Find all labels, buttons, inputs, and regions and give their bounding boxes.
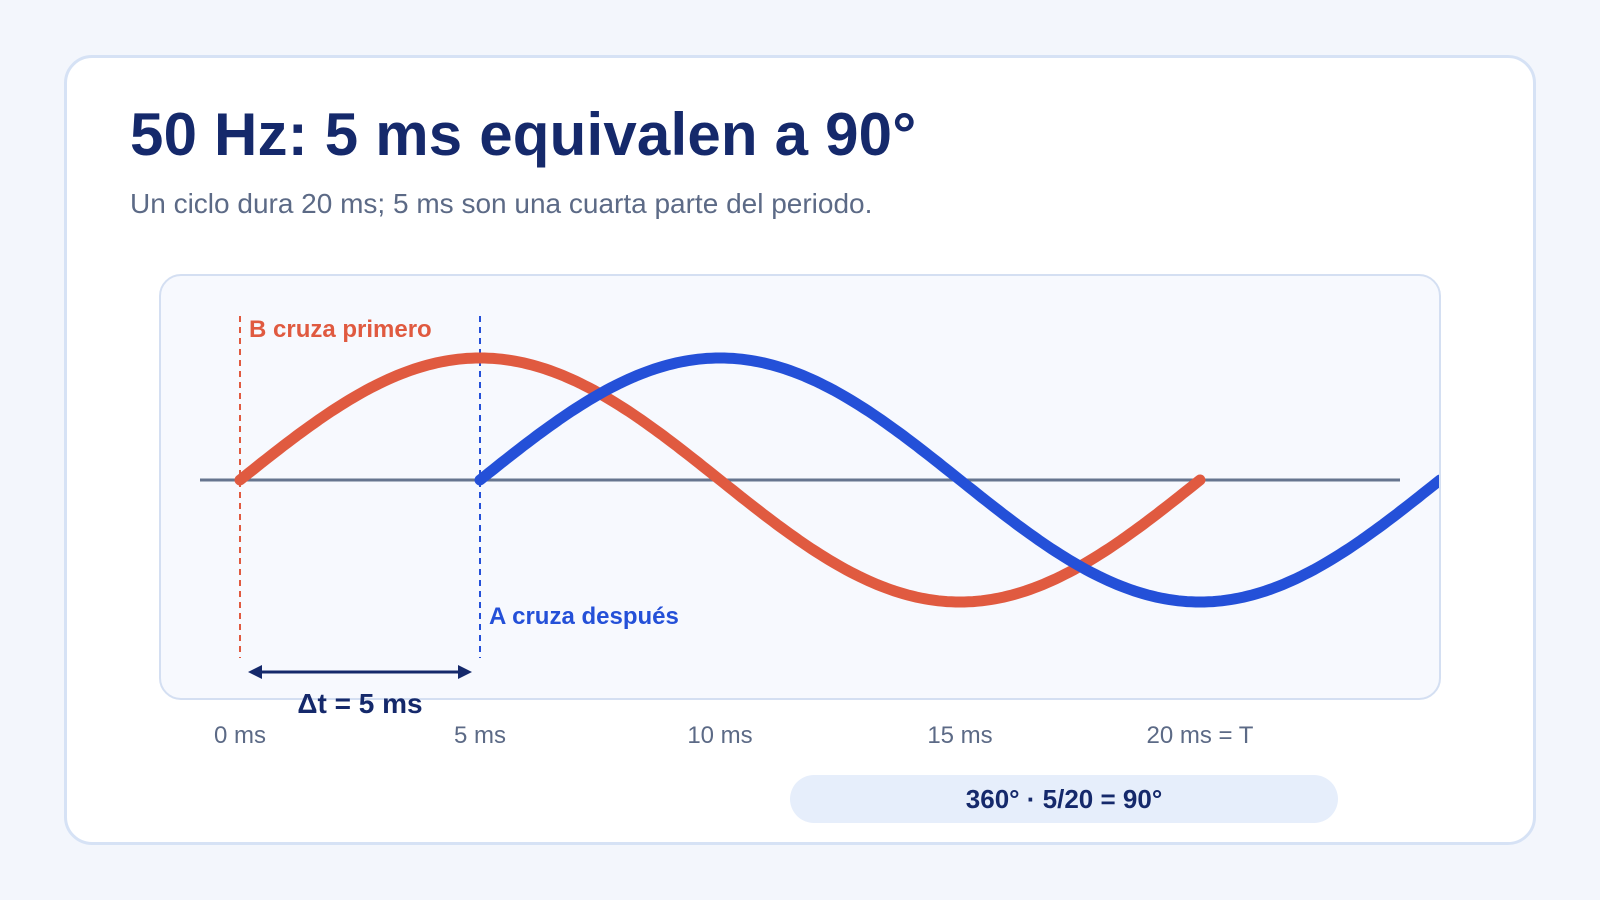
- delta-arrow-left-head: [248, 665, 262, 679]
- series-A-curve: [474, 352, 1439, 608]
- series-B-curve: [234, 352, 1206, 608]
- marker-label-b: B cruza primero: [249, 316, 432, 343]
- tick-label-10ms: 10 ms: [687, 722, 752, 749]
- plot-area: [159, 274, 1441, 700]
- tick-label-5ms: 5 ms: [454, 722, 506, 749]
- formula-badge: 360° · 5/20 = 90°: [790, 775, 1338, 823]
- tick-label-0ms: 0 ms: [214, 722, 266, 749]
- page-subtitle: Un ciclo dura 20 ms; 5 ms son una cuarta…: [130, 188, 873, 219]
- tick-label-15ms: 15 ms: [927, 722, 992, 749]
- tick-label-20ms: 20 ms = T: [1147, 722, 1254, 749]
- delta-label: Δt = 5 ms: [297, 688, 422, 719]
- delta-arrow-right-head: [458, 665, 472, 679]
- marker-label-a: A cruza después: [489, 603, 679, 630]
- page-title: 50 Hz: 5 ms equivalen a 90°: [130, 101, 917, 168]
